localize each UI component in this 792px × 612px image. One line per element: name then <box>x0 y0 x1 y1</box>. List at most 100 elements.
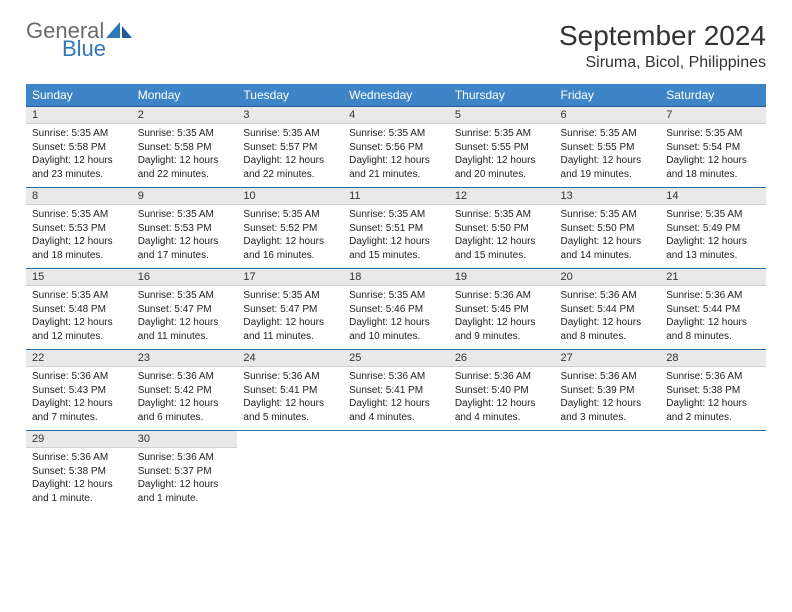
calendar-day-cell: 1Sunrise: 5:35 AMSunset: 5:58 PMDaylight… <box>26 107 132 188</box>
day-d2: and 9 minutes. <box>455 330 549 344</box>
day-d2: and 3 minutes. <box>561 411 655 425</box>
day-number: 18 <box>343 269 449 286</box>
logo: General Blue <box>26 20 132 60</box>
day-d1: Daylight: 12 hours <box>455 235 549 249</box>
day-d2: and 23 minutes. <box>32 168 126 182</box>
day-d1: Daylight: 12 hours <box>138 397 232 411</box>
calendar-day-cell: 7Sunrise: 5:35 AMSunset: 5:54 PMDaylight… <box>660 107 766 188</box>
day-content: Sunrise: 5:35 AMSunset: 5:49 PMDaylight:… <box>660 205 766 268</box>
day-sr: Sunrise: 5:35 AM <box>138 127 232 141</box>
day-d2: and 22 minutes. <box>138 168 232 182</box>
day-content: Sunrise: 5:35 AMSunset: 5:58 PMDaylight:… <box>132 124 238 187</box>
day-number: 14 <box>660 188 766 205</box>
day-content: Sunrise: 5:36 AMSunset: 5:40 PMDaylight:… <box>449 367 555 430</box>
day-d2: and 18 minutes. <box>666 168 760 182</box>
day-content: Sunrise: 5:35 AMSunset: 5:48 PMDaylight:… <box>26 286 132 349</box>
day-d2: and 12 minutes. <box>32 330 126 344</box>
day-number: 2 <box>132 107 238 124</box>
title-block: September 2024 Siruma, Bicol, Philippine… <box>559 20 766 72</box>
day-d2: and 20 minutes. <box>455 168 549 182</box>
day-sr: Sunrise: 5:35 AM <box>666 208 760 222</box>
calendar-day-cell: 18Sunrise: 5:35 AMSunset: 5:46 PMDayligh… <box>343 269 449 350</box>
day-sr: Sunrise: 5:35 AM <box>349 127 443 141</box>
day-ss: Sunset: 5:44 PM <box>561 303 655 317</box>
day-content: Sunrise: 5:35 AMSunset: 5:56 PMDaylight:… <box>343 124 449 187</box>
day-d2: and 8 minutes. <box>561 330 655 344</box>
day-d2: and 8 minutes. <box>666 330 760 344</box>
day-d1: Daylight: 12 hours <box>349 154 443 168</box>
calendar-day-cell: 3Sunrise: 5:35 AMSunset: 5:57 PMDaylight… <box>237 107 343 188</box>
calendar-day-cell: 11Sunrise: 5:35 AMSunset: 5:51 PMDayligh… <box>343 188 449 269</box>
day-d1: Daylight: 12 hours <box>666 397 760 411</box>
weekday-header: Friday <box>555 84 661 107</box>
day-content: Sunrise: 5:36 AMSunset: 5:45 PMDaylight:… <box>449 286 555 349</box>
calendar-day-cell: 4Sunrise: 5:35 AMSunset: 5:56 PMDaylight… <box>343 107 449 188</box>
day-ss: Sunset: 5:45 PM <box>455 303 549 317</box>
day-sr: Sunrise: 5:35 AM <box>32 289 126 303</box>
calendar-day-cell <box>449 431 555 512</box>
day-content: Sunrise: 5:36 AMSunset: 5:37 PMDaylight:… <box>132 448 238 511</box>
calendar-day-cell: 13Sunrise: 5:35 AMSunset: 5:50 PMDayligh… <box>555 188 661 269</box>
calendar-day-cell: 2Sunrise: 5:35 AMSunset: 5:58 PMDaylight… <box>132 107 238 188</box>
day-ss: Sunset: 5:38 PM <box>32 465 126 479</box>
day-number: 15 <box>26 269 132 286</box>
day-content: Sunrise: 5:35 AMSunset: 5:54 PMDaylight:… <box>660 124 766 187</box>
day-sr: Sunrise: 5:35 AM <box>32 127 126 141</box>
day-d1: Daylight: 12 hours <box>32 154 126 168</box>
day-d2: and 18 minutes. <box>32 249 126 263</box>
day-d1: Daylight: 12 hours <box>138 235 232 249</box>
day-ss: Sunset: 5:49 PM <box>666 222 760 236</box>
day-d1: Daylight: 12 hours <box>349 235 443 249</box>
day-number: 28 <box>660 350 766 367</box>
calendar-day-cell: 10Sunrise: 5:35 AMSunset: 5:52 PMDayligh… <box>237 188 343 269</box>
day-ss: Sunset: 5:39 PM <box>561 384 655 398</box>
day-ss: Sunset: 5:53 PM <box>138 222 232 236</box>
calendar-day-cell: 23Sunrise: 5:36 AMSunset: 5:42 PMDayligh… <box>132 350 238 431</box>
day-d1: Daylight: 12 hours <box>455 154 549 168</box>
day-content: Sunrise: 5:36 AMSunset: 5:42 PMDaylight:… <box>132 367 238 430</box>
day-d2: and 11 minutes. <box>138 330 232 344</box>
calendar-day-cell: 20Sunrise: 5:36 AMSunset: 5:44 PMDayligh… <box>555 269 661 350</box>
day-sr: Sunrise: 5:35 AM <box>138 289 232 303</box>
day-d2: and 16 minutes. <box>243 249 337 263</box>
day-content: Sunrise: 5:35 AMSunset: 5:50 PMDaylight:… <box>449 205 555 268</box>
day-sr: Sunrise: 5:36 AM <box>138 370 232 384</box>
day-d2: and 13 minutes. <box>666 249 760 263</box>
day-sr: Sunrise: 5:36 AM <box>349 370 443 384</box>
day-d2: and 15 minutes. <box>455 249 549 263</box>
day-content: Sunrise: 5:35 AMSunset: 5:47 PMDaylight:… <box>132 286 238 349</box>
day-number: 17 <box>237 269 343 286</box>
day-d2: and 10 minutes. <box>349 330 443 344</box>
header: General Blue September 2024 Siruma, Bico… <box>26 20 766 72</box>
day-content: Sunrise: 5:35 AMSunset: 5:55 PMDaylight:… <box>449 124 555 187</box>
day-number: 24 <box>237 350 343 367</box>
day-d2: and 6 minutes. <box>138 411 232 425</box>
day-sr: Sunrise: 5:35 AM <box>561 208 655 222</box>
day-ss: Sunset: 5:54 PM <box>666 141 760 155</box>
calendar-day-cell: 15Sunrise: 5:35 AMSunset: 5:48 PMDayligh… <box>26 269 132 350</box>
day-d1: Daylight: 12 hours <box>32 478 126 492</box>
day-d2: and 15 minutes. <box>349 249 443 263</box>
day-sr: Sunrise: 5:35 AM <box>243 127 337 141</box>
day-number: 23 <box>132 350 238 367</box>
weekday-header: Sunday <box>26 84 132 107</box>
calendar-day-cell: 30Sunrise: 5:36 AMSunset: 5:37 PMDayligh… <box>132 431 238 512</box>
day-sr: Sunrise: 5:35 AM <box>666 127 760 141</box>
weekday-header: Monday <box>132 84 238 107</box>
day-ss: Sunset: 5:50 PM <box>561 222 655 236</box>
day-d1: Daylight: 12 hours <box>32 235 126 249</box>
calendar-day-cell: 22Sunrise: 5:36 AMSunset: 5:43 PMDayligh… <box>26 350 132 431</box>
day-d2: and 4 minutes. <box>349 411 443 425</box>
calendar-day-cell: 26Sunrise: 5:36 AMSunset: 5:40 PMDayligh… <box>449 350 555 431</box>
calendar-week-row: 29Sunrise: 5:36 AMSunset: 5:38 PMDayligh… <box>26 431 766 512</box>
day-ss: Sunset: 5:55 PM <box>455 141 549 155</box>
day-number: 29 <box>26 431 132 448</box>
day-d1: Daylight: 12 hours <box>561 235 655 249</box>
day-number: 21 <box>660 269 766 286</box>
day-d1: Daylight: 12 hours <box>455 316 549 330</box>
day-content: Sunrise: 5:36 AMSunset: 5:43 PMDaylight:… <box>26 367 132 430</box>
day-d1: Daylight: 12 hours <box>243 235 337 249</box>
day-ss: Sunset: 5:40 PM <box>455 384 549 398</box>
calendar-day-cell: 6Sunrise: 5:35 AMSunset: 5:55 PMDaylight… <box>555 107 661 188</box>
day-sr: Sunrise: 5:35 AM <box>243 289 337 303</box>
